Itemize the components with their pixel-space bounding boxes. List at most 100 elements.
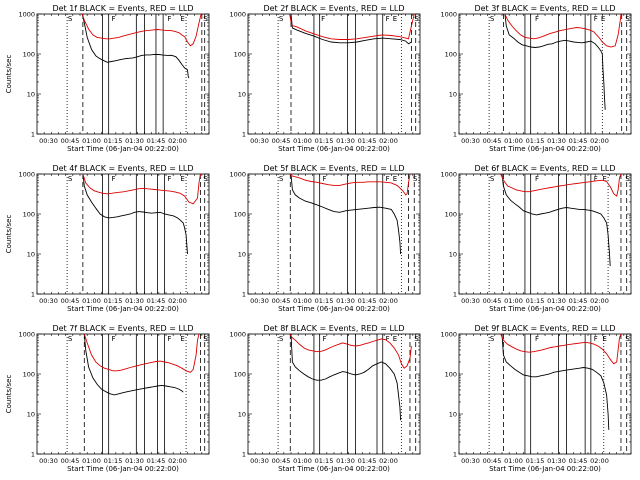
y-tick-label: 1 — [31, 291, 35, 299]
x-tick-label: 01:45 — [358, 137, 377, 145]
event-marker: E — [602, 175, 606, 183]
y-tick-label: 1 — [242, 291, 246, 299]
y-tick-label: 1000 — [18, 331, 35, 339]
chart-title: Det 3f BLACK = Events, RED = LLD — [474, 4, 615, 13]
x-tick-label: 00:30 — [461, 137, 480, 145]
x-tick-label: 02:00 — [590, 297, 609, 305]
x-tick-label: 01:15 — [526, 457, 545, 465]
event-marker: S — [68, 15, 73, 23]
y-tick-label: 100 — [445, 211, 457, 219]
series-events-line — [290, 174, 402, 255]
x-tick-label: 01:15 — [315, 297, 334, 305]
series-lld-line — [504, 14, 622, 48]
event-marker: F — [535, 15, 539, 23]
x-tick-label: 01:15 — [104, 297, 123, 305]
plot-frame — [247, 173, 421, 295]
event-marker: S — [68, 335, 73, 343]
series-events-line — [501, 174, 611, 267]
chart-panel-9: Det 9f BLACK = Events, RED = LLD 1 10 100 10… — [440, 324, 632, 473]
event-marker: F — [535, 175, 539, 183]
x-tick-label: 00:45 — [272, 297, 291, 305]
y-tick-label: 1000 — [440, 331, 457, 339]
x-tick-label: 00:30 — [39, 137, 58, 145]
event-marker: S — [490, 335, 495, 343]
x-tick-label: 01:15 — [526, 297, 545, 305]
y-tick-label: 100 — [23, 371, 35, 379]
series-events-line — [290, 334, 402, 421]
event-marker: S — [279, 335, 284, 343]
x-tick-label: 01:00 — [82, 297, 101, 305]
event-marker: S — [625, 335, 630, 343]
event-marker: F — [167, 175, 171, 183]
x-tick-label: 02:00 — [168, 297, 187, 305]
y-tick-label: 1000 — [18, 11, 35, 19]
x-tick-label: 01:30 — [125, 457, 144, 465]
x-axis-label: Start Time (06-Jan-04 00:22:00) — [67, 465, 179, 473]
y-tick-label: 10 — [449, 91, 457, 99]
y-tick-label: 10 — [238, 91, 246, 99]
x-tick-label: 00:45 — [272, 457, 291, 465]
chart-panel-1: Det 1f BLACK = Events, RED = LLD 1 10 100 10… — [5, 4, 210, 153]
x-tick-label: 01:30 — [336, 137, 355, 145]
y-tick-label: 1000 — [229, 11, 246, 19]
x-tick-label: 01:45 — [358, 297, 377, 305]
y-tick-label: 1 — [453, 291, 457, 299]
event-marker: F — [386, 335, 390, 343]
x-tick-label: 00:45 — [483, 137, 502, 145]
event-marker: S — [203, 175, 208, 183]
y-axis-label: Counts/sec — [5, 55, 13, 94]
series-events-line — [82, 174, 188, 255]
event-marker: F — [112, 15, 116, 23]
y-tick-label: 1000 — [229, 171, 246, 179]
y-axis-label: Counts/sec — [5, 375, 13, 414]
event-marker: F — [386, 175, 390, 183]
chart-panel-8: Det 8f BLACK = Events, RED = LLD 1 10 100 10… — [229, 324, 421, 473]
chart-title: Det 1f BLACK = Events, RED = LLD — [52, 4, 193, 13]
y-axis-label: Counts/sec — [5, 215, 13, 254]
event-marker: F — [167, 335, 171, 343]
chart-panel-3: Det 3f BLACK = Events, RED = LLD 1 10 100 10… — [440, 4, 632, 153]
event-marker: E — [180, 15, 184, 23]
event-marker: F — [112, 175, 116, 183]
event-marker: F — [112, 335, 116, 343]
x-tick-label: 01:00 — [504, 457, 523, 465]
y-tick-label: 10 — [449, 251, 457, 259]
x-tick-label: 00:45 — [272, 137, 291, 145]
x-tick-label: 01:00 — [293, 297, 312, 305]
y-tick-label: 10 — [27, 251, 35, 259]
x-tick-label: 00:45 — [61, 457, 80, 465]
x-tick-label: 01:30 — [547, 297, 566, 305]
x-tick-label: 00:30 — [250, 457, 269, 465]
x-tick-label: 01:30 — [336, 297, 355, 305]
chart-panel-2: Det 2f BLACK = Events, RED = LLD 1 10 100 10… — [229, 4, 421, 153]
x-tick-label: 01:30 — [547, 137, 566, 145]
chart-title: Det 6f BLACK = Events, RED = LLD — [474, 164, 615, 173]
chart-panel-4: Det 4f BLACK = Events, RED = LLD 1 10 100 10… — [5, 164, 210, 313]
x-tick-label: 00:30 — [250, 137, 269, 145]
y-tick-label: 1 — [453, 131, 457, 139]
x-tick-label: 02:00 — [168, 457, 187, 465]
series-lld-line — [83, 334, 200, 373]
event-marker: S — [414, 15, 419, 23]
event-marker: E — [180, 175, 184, 183]
series-lld-line — [81, 14, 202, 47]
series-events-line — [83, 334, 184, 396]
x-tick-label: 02:00 — [379, 297, 398, 305]
event-marker: S — [414, 335, 419, 343]
chart-title: Det 7f BLACK = Events, RED = LLD — [52, 324, 193, 333]
event-marker: F — [323, 175, 327, 183]
y-tick-label: 1 — [453, 451, 457, 459]
event-marker: F — [594, 175, 598, 183]
event-marker: S — [279, 15, 284, 23]
event-marker: S — [203, 15, 208, 23]
x-axis-label: Start Time (06-Jan-04 00:22:00) — [489, 145, 601, 153]
y-tick-label: 1 — [242, 131, 246, 139]
x-axis-label: Start Time (06-Jan-04 00:22:00) — [278, 305, 390, 313]
event-marker: F — [167, 15, 171, 23]
y-tick-label: 1000 — [18, 171, 35, 179]
chart-title: Det 4f BLACK = Events, RED = LLD — [52, 164, 193, 173]
x-tick-label: 01:45 — [569, 137, 588, 145]
x-axis-label: Start Time (06-Jan-04 00:22:00) — [278, 465, 390, 473]
y-tick-label: 10 — [27, 411, 35, 419]
